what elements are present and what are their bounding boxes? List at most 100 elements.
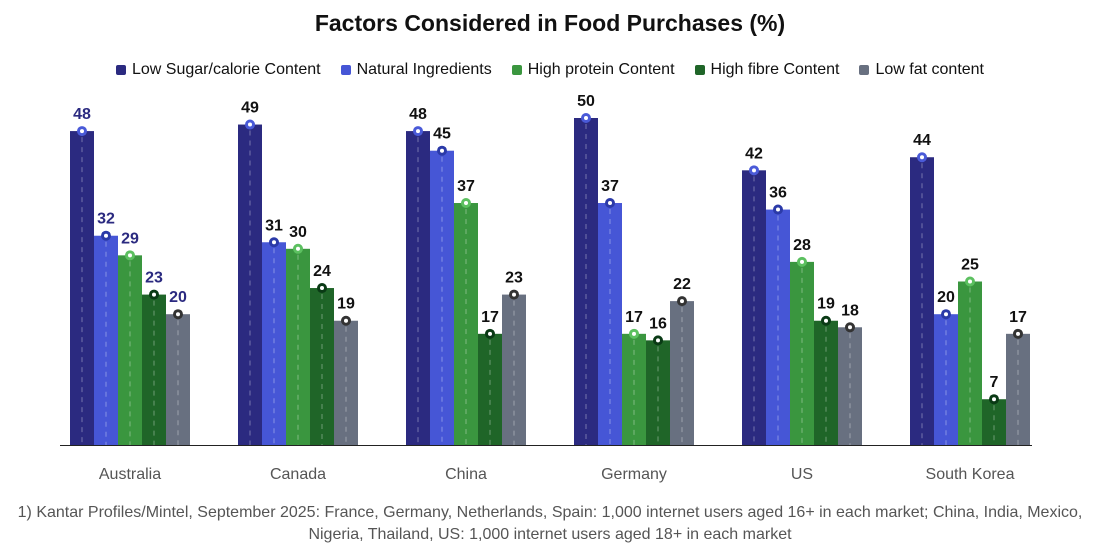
bar [574,118,598,445]
bar-marker-dot [800,259,804,264]
bar-marker-dot [1016,331,1020,336]
data-label: 23 [145,270,163,287]
bar [118,255,142,445]
bar-marker-dot [584,116,588,120]
legend-swatch [859,65,870,75]
bar [670,301,694,445]
data-label: 32 [97,211,115,228]
data-label: 48 [409,106,427,123]
bar-marker-dot [416,129,420,134]
bar [262,242,286,445]
bar [334,320,358,445]
bar-marker-dot [296,246,300,251]
bar [94,235,118,445]
bar [1006,333,1030,445]
x-tick-label: US [791,466,813,483]
data-label: 36 [769,185,787,202]
data-label: 30 [289,224,307,241]
data-label: 37 [601,178,619,195]
bar-marker-dot [680,299,684,304]
legend-item: High protein Content [511,61,675,79]
bar-marker-dot [992,397,996,402]
bar-marker-dot [968,279,972,284]
bar-marker-dot [656,338,660,343]
legend-item: Low Sugar/calorie Content [116,61,321,79]
data-label: 25 [961,257,979,274]
data-label: 20 [937,289,955,306]
data-label: 29 [121,230,139,247]
bar [742,170,766,445]
bar [454,203,478,445]
bar [622,333,646,445]
legend-item: Natural Ingredients [340,61,492,79]
legend-label: Low Sugar/calorie Content [132,61,321,78]
bar-marker-dot [824,318,828,323]
data-label: 17 [1009,309,1027,326]
bar [910,157,934,446]
data-label: 37 [457,178,475,195]
bar-marker-dot [464,201,468,206]
bar [142,294,166,445]
footnote: 1) Kantar Profiles/Mintel, September 202… [17,504,1083,543]
bar-marker-dot [488,331,492,336]
bar [838,327,862,445]
data-label: 19 [337,296,355,313]
bar-marker-dot [920,155,924,160]
data-label: 48 [73,106,91,123]
bar-marker-dot [752,168,756,173]
bar [430,150,454,445]
bar-marker-dot [512,292,516,297]
bar-marker-dot [128,253,132,258]
legend: Low Sugar/calorie Content Natural Ingredi… [0,61,1100,79]
bar-marker-dot [344,318,348,323]
bar-marker-dot [152,292,156,297]
legend-label: Low fat content [875,61,984,78]
data-label: 28 [793,237,811,254]
data-label: 23 [505,270,523,287]
bar-marker-dot [272,240,276,245]
bar-marker-dot [440,148,444,153]
bar [238,124,262,445]
bar-marker-dot [944,312,948,317]
bar [958,281,982,445]
bar-marker-dot [320,286,324,291]
x-tick-label: South Korea [926,466,1015,483]
bar [766,209,790,445]
data-label: 17 [625,309,643,326]
x-tick-label: Germany [601,466,667,483]
data-label: 22 [673,276,691,293]
bar [310,288,334,445]
x-tick-label: China [445,466,487,483]
bar [814,320,838,445]
bar-chart: 48 32 29 23 20 Australia 49 31 30 24 19 Canada 48 45 3… [60,93,1032,483]
bar-marker-dot [608,201,612,206]
bar-marker-dot [248,122,252,127]
bar [406,131,430,445]
legend-item: High fibre Content [694,61,840,79]
data-label: 24 [313,263,331,280]
bar-marker-dot [632,331,636,336]
bar [286,248,310,445]
bar [598,203,622,445]
data-label: 45 [433,126,451,143]
legend-swatch [694,65,705,75]
bar [70,131,94,445]
bar-marker-dot [848,325,852,330]
legend-swatch [340,65,351,75]
legend-label: High protein Content [527,61,675,78]
bar-marker-dot [80,129,84,134]
legend-item: Low fat content [859,61,984,79]
data-label: 19 [817,296,835,313]
bar [790,261,814,445]
bar [982,399,1006,445]
x-tick-label: Australia [99,466,161,483]
bar [934,314,958,445]
legend-swatch [116,65,126,75]
data-label: 50 [577,93,595,110]
data-label: 16 [649,315,667,332]
data-label: 31 [265,217,283,234]
legend-label: Natural Ingredients [356,61,492,78]
bar [478,333,502,445]
legend-label: High fibre Content [710,61,840,78]
data-label: 7 [990,374,999,391]
